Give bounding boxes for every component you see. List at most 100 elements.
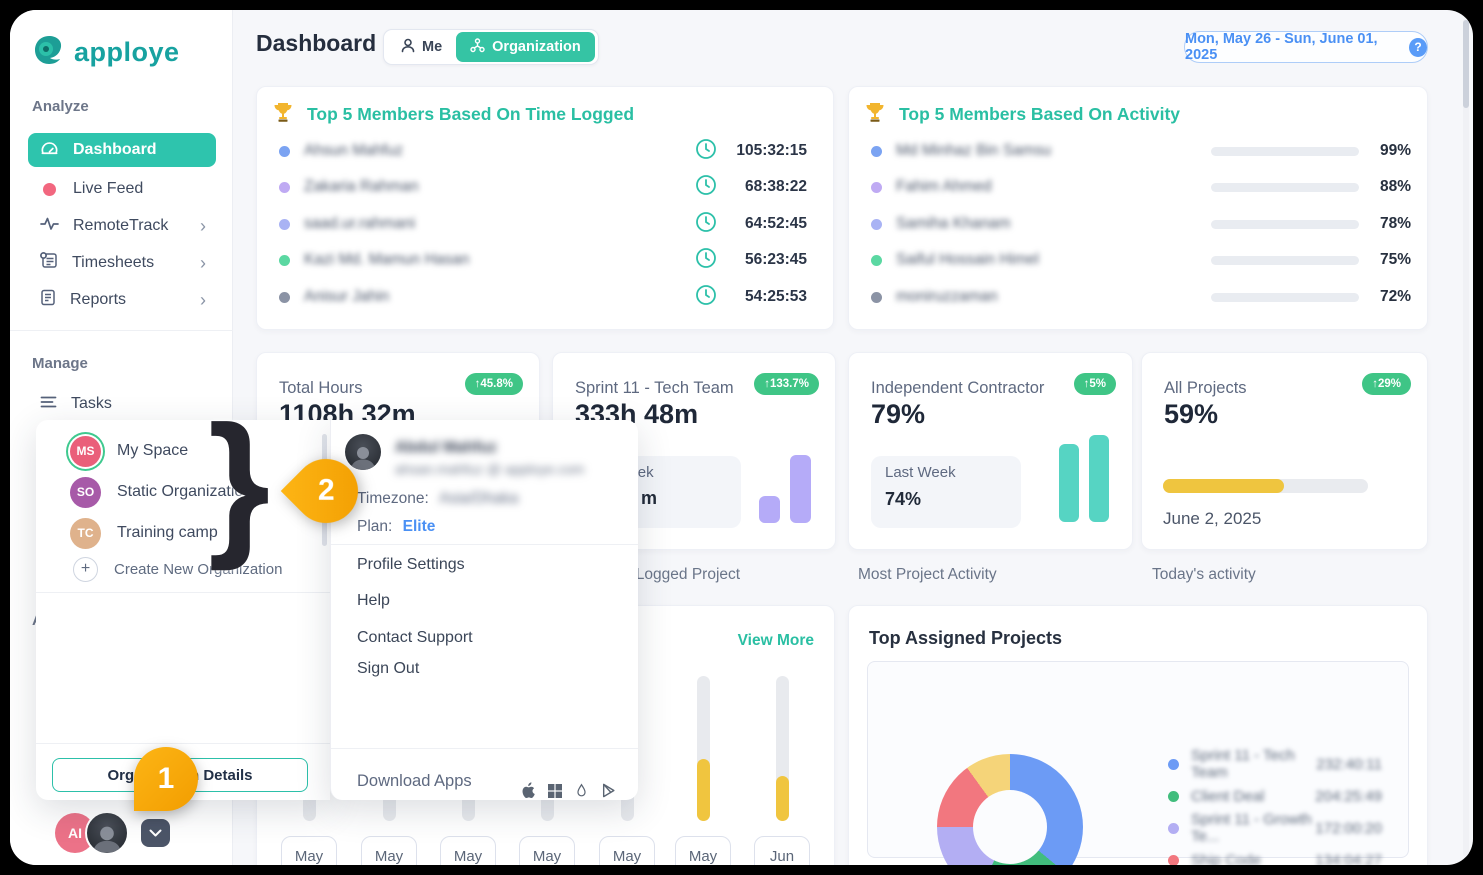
assigned-projects-title: Top Assigned Projects [869, 628, 1063, 648]
member-dot [871, 181, 882, 193]
linux-icon[interactable] [575, 782, 588, 804]
trend-badge: ↑29% [1362, 373, 1411, 395]
member-row: Kazi Md. Mamun Hasan 56:23:45 [257, 247, 833, 274]
stat-label: Sprint 11 - Tech Team [575, 379, 734, 397]
legend-row: Sprint 11 - Growth Te... 172:00:20 [1168, 811, 1382, 845]
toggle-organization[interactable]: Organization [456, 32, 595, 62]
legend-time: 232:40:11 [1316, 755, 1382, 773]
date-range-label: Mon, May 26 - Sun, June 01, 2025 [1185, 31, 1378, 63]
member-name: saad.ur.rahmani [304, 215, 416, 232]
view-more-link[interactable]: View More [737, 632, 814, 649]
user-menu-chevron-button[interactable] [141, 819, 170, 847]
sidebar-item-reports[interactable]: Reports › [28, 283, 216, 317]
scope-toggle: Me Organization [383, 29, 599, 65]
legend-name: Sprint 11 - Growth Te... [1191, 811, 1312, 845]
toggle-organization-label: Organization [492, 39, 581, 55]
menu-divider [331, 748, 638, 749]
menu-divider [331, 544, 638, 545]
popup-divider [36, 592, 330, 593]
sidebar-item-remotetrack-label: RemoteTrack [73, 217, 169, 234]
chevron-right-icon: › [200, 289, 206, 310]
legend-dot [1168, 854, 1179, 865]
card-title: Top 5 Members Based On Activity [899, 104, 1181, 124]
sidebar-item-remotetrack[interactable]: RemoteTrack › [28, 209, 216, 243]
sidebar-item-dashboard-label: Dashboard [73, 141, 157, 158]
legend-row: Ship Code 134:04:27 [1168, 850, 1382, 865]
sidebar-item-tasks[interactable]: Tasks [28, 387, 216, 421]
card-all-projects: All Projects ↑29% 59% June 2, 2025 [1141, 352, 1428, 550]
trophy-icon [271, 100, 295, 129]
profile-name: Abdul Mahfuz [395, 439, 497, 456]
activity-bar [1211, 219, 1359, 229]
member-name: Saiful Hossain Himel [896, 251, 1039, 268]
mini-bar [1089, 435, 1109, 522]
plan-value-link[interactable]: Elite [402, 518, 436, 535]
download-apps-label: Download Apps [357, 772, 472, 790]
stat-label: Independent Contractor [871, 379, 1045, 397]
trend-badge: ↑45.8% [464, 373, 523, 395]
activity-bar [1211, 146, 1359, 156]
member-dot [279, 291, 290, 303]
windows-icon[interactable] [548, 783, 562, 803]
org-switcher-popup: MS My Space SO Static Organization TC Tr… [36, 420, 330, 800]
play-store-icon[interactable] [601, 783, 616, 803]
annotation-step-2-number: 2 [317, 474, 335, 507]
legend-time: 204:25:49 [1315, 787, 1382, 805]
plan-row: Plan: Elite [357, 518, 435, 536]
day-label: Jun [754, 836, 810, 865]
clock-icon [695, 247, 717, 274]
menu-item-sign-out[interactable]: Sign Out [357, 660, 420, 677]
card-top5-activity: Top 5 Members Based On Activity Md Minha… [848, 86, 1428, 330]
apploye-logo[interactable]: apploye [32, 34, 180, 71]
legend-dot [1168, 822, 1179, 834]
org-item-my-space[interactable]: MS My Space [36, 434, 330, 468]
sidebar-section-analyze: Analyze [32, 98, 89, 115]
member-row: saad.ur.rahmani 64:52:45 [257, 211, 833, 238]
apploye-logo-text: apploye [74, 37, 180, 67]
menu-item-help[interactable]: Help [357, 592, 390, 609]
clock-icon [695, 211, 717, 238]
sidebar-item-reports-label: Reports [70, 291, 127, 308]
apple-icon[interactable] [520, 782, 535, 804]
member-dot [871, 218, 882, 230]
last-week-box: Last Week 74% [871, 456, 1021, 528]
help-icon[interactable]: ? [1409, 37, 1427, 57]
sidebar-section-manage: Manage [32, 355, 88, 372]
create-new-organization[interactable]: + Create New Organization [36, 552, 330, 586]
date-range-picker[interactable]: Mon, May 26 - Sun, June 01, 2025 ? [1184, 31, 1428, 63]
caption-most-project-activity: Most Project Activity [858, 566, 997, 583]
card-independent-contractor: Independent Contractor ↑5% 79% Last Week… [848, 352, 1133, 550]
clock-icon [695, 174, 717, 201]
chevron-right-icon: › [200, 252, 206, 273]
org-item-static-organization[interactable]: SO Static Organization [36, 475, 330, 509]
clock-icon [695, 138, 717, 165]
sidebar-item-timesheets[interactable]: Timesheets › [28, 246, 216, 280]
today-progress-fill [1163, 479, 1284, 493]
member-dot [279, 181, 290, 193]
org-item-training-camp[interactable]: TC Training camp [36, 516, 330, 550]
projects-donut-chart [937, 754, 1083, 865]
toggle-me[interactable]: Me [387, 32, 456, 62]
sidebar-item-dashboard[interactable]: Dashboard [28, 133, 216, 167]
menu-item-contact-support[interactable]: Contact Support [357, 629, 473, 646]
card-top5-time-logged: Top 5 Members Based On Time Logged Ahsun… [256, 86, 834, 330]
member-time: 105:32:15 [736, 142, 807, 159]
mini-bar [1059, 444, 1079, 522]
window-scrollbar-track[interactable] [1463, 18, 1469, 857]
legend-row: Client Deal 204:25:49 [1168, 786, 1382, 806]
member-row: Fahim Ahmed 88% [849, 175, 1427, 199]
sidebar-item-live-feed[interactable]: Live Feed [28, 172, 216, 206]
day-label: May [675, 836, 731, 865]
trend-badge: ↑5% [1073, 373, 1116, 395]
apploye-logo-icon [32, 34, 66, 71]
sidebar-item-tasks-label: Tasks [71, 395, 112, 412]
menu-item-profile-settings[interactable]: Profile Settings [357, 556, 465, 573]
member-name: Zakaria Rahman [304, 178, 419, 195]
member-row: Anisur Jahin 54:25:53 [257, 284, 833, 309]
member-percent: 72% [1379, 288, 1411, 305]
profile-email: ahsan.mahfuz @ apploye.com [395, 461, 585, 477]
stat-value: 79% [871, 399, 926, 429]
member-time: 68:38:22 [744, 178, 807, 195]
window-scrollbar-thumb[interactable] [1463, 20, 1469, 108]
user-photo-avatar[interactable] [85, 811, 129, 855]
